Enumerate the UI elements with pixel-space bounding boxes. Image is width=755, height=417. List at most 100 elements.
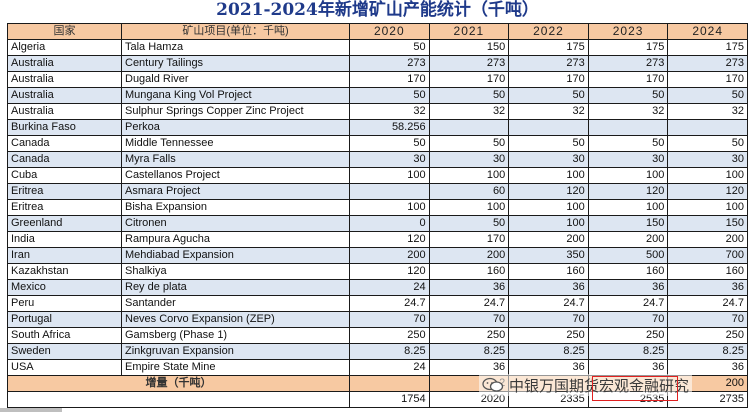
value-cell: 24 — [349, 359, 430, 376]
table-row: Eritrea Asmara Project 60 120 120 120 — [7, 183, 748, 200]
country-cell: Iran — [7, 247, 122, 264]
value-cell: 32 — [587, 103, 669, 120]
value-cell: 160 — [508, 263, 589, 280]
value-cell: 175 — [587, 39, 669, 56]
value-cell: 273 — [508, 55, 589, 72]
project-cell: Mehdiabad Expansion — [121, 247, 350, 264]
corner-mark — [0, 408, 62, 412]
value-cell: 60 — [428, 183, 510, 200]
project-cell: Century Tailings — [121, 55, 350, 72]
country-cell: Australia — [7, 71, 122, 88]
watermark: 中银万国期货宏观金融研究 — [479, 374, 693, 396]
value-cell: 30 — [349, 151, 430, 168]
value-cell: 36 — [508, 359, 589, 376]
total-label-cell — [7, 391, 350, 408]
project-cell: Rey de plata — [121, 279, 350, 296]
increment-cell — [349, 375, 430, 392]
value-cell: 500 — [587, 247, 669, 264]
table-row: Australia Century Tailings 273 273 273 273 273 — [7, 55, 748, 72]
value-cell: 200 — [508, 231, 589, 248]
value-cell: 8.25 — [349, 343, 430, 360]
value-cell: 8.25 — [587, 343, 669, 360]
value-cell: 273 — [587, 55, 669, 72]
value-cell: 100 — [587, 199, 669, 216]
table-row: Eritrea Bisha Expansion 100 100 100 100 100 — [7, 199, 748, 216]
value-cell: 24 — [349, 279, 430, 296]
table-row: Greenland Citronen 0 50 100 150 150 — [7, 215, 748, 232]
table-row: Mexico Rey de plata 24 36 36 36 36 — [7, 279, 748, 296]
project-cell: Rampura Agucha — [121, 231, 350, 248]
value-cell: 8.25 — [667, 343, 748, 360]
total-cell: 1754 — [349, 391, 430, 408]
value-cell: 30 — [428, 151, 510, 168]
header-year-2020: 2020 — [349, 23, 430, 40]
project-cell: Castellanos Project — [121, 167, 350, 184]
country-cell: Portugal — [7, 311, 122, 328]
table-row: Burkina Faso Perkoa 58.256 — [7, 119, 748, 136]
value-cell: 250 — [667, 327, 748, 344]
value-cell: 150 — [587, 215, 669, 232]
header-year-2024: 2024 — [667, 23, 748, 40]
value-cell: 170 — [428, 231, 510, 248]
value-cell: 50 — [349, 135, 430, 152]
project-cell: Santander — [121, 295, 350, 312]
table-row: India Rampura Agucha 120 170 200 200 200 — [7, 231, 748, 248]
value-cell: 700 — [667, 247, 748, 264]
value-cell — [508, 119, 589, 136]
country-cell: Australia — [7, 87, 122, 104]
value-cell: 200 — [428, 247, 510, 264]
value-cell: 170 — [667, 71, 748, 88]
value-cell: 160 — [667, 263, 748, 280]
value-cell: 200 — [349, 247, 430, 264]
header-country: 国家 — [7, 23, 122, 40]
table-row: Kazakhstan Shalkiya 120 160 160 160 160 — [7, 263, 748, 280]
table-body: Algeria Tala Hamza 50 150 175 175 175 Australia… — [7, 39, 748, 376]
wechat-icon — [482, 377, 504, 392]
table-row: Algeria Tala Hamza 50 150 175 175 175 — [7, 39, 748, 56]
project-cell: Gamsberg (Phase 1) — [121, 327, 350, 344]
project-cell: Perkoa — [121, 119, 350, 136]
value-cell: 100 — [667, 167, 748, 184]
value-cell: 36 — [667, 359, 748, 376]
country-cell: Kazakhstan — [7, 263, 122, 280]
watermark-text: 中银万国期货宏观金融研究 — [509, 376, 690, 395]
value-cell: 50 — [428, 215, 510, 232]
header-row: 国家 矿山项目(单位：千吨) 2020 2021 2022 2023 2024 — [7, 23, 748, 40]
table-row: Cuba Castellanos Project 100 100 100 100 100 — [7, 167, 748, 184]
country-cell: South Africa — [7, 327, 122, 344]
project-cell: Tala Hamza — [121, 39, 350, 56]
table-row: Peru Santander 24.7 24.7 24.7 24.7 24.7 — [7, 295, 748, 312]
value-cell: 200 — [667, 231, 748, 248]
value-cell: 70 — [508, 311, 589, 328]
value-cell: 250 — [587, 327, 669, 344]
value-cell: 70 — [667, 311, 748, 328]
project-cell: Empire State Mine — [121, 359, 350, 376]
value-cell: 24.7 — [349, 295, 430, 312]
value-cell: 120 — [667, 183, 748, 200]
value-cell: 175 — [667, 39, 748, 56]
country-cell: Australia — [7, 55, 122, 72]
table-row: Australia Dugald River 170 170 170 170 170 — [7, 71, 748, 88]
project-cell: Bisha Expansion — [121, 199, 350, 216]
value-cell: 24.7 — [428, 295, 510, 312]
value-cell: 36 — [508, 279, 589, 296]
header-year-2021: 2021 — [428, 23, 510, 40]
value-cell: 100 — [428, 167, 510, 184]
value-cell: 8.25 — [508, 343, 589, 360]
country-cell: Algeria — [7, 39, 122, 56]
country-cell: Eritrea — [7, 183, 122, 200]
table-row: Australia Sulphur Springs Copper Zinc Pro… — [7, 103, 748, 120]
project-cell: Dugald River — [121, 71, 350, 88]
header-year-2022: 2022 — [508, 23, 589, 40]
value-cell: 150 — [667, 215, 748, 232]
value-cell — [667, 119, 748, 136]
value-cell: 150 — [428, 39, 510, 56]
project-cell: Mungana King Vol Project — [121, 87, 350, 104]
value-cell: 120 — [587, 183, 669, 200]
page-title: 2021-2024年新增矿山产能统计（千吨） — [216, 0, 539, 20]
value-cell: 120 — [349, 231, 430, 248]
value-cell: 250 — [428, 327, 510, 344]
value-cell: 250 — [349, 327, 430, 344]
value-cell: 32 — [667, 103, 748, 120]
project-cell: Asmara Project — [121, 183, 350, 200]
